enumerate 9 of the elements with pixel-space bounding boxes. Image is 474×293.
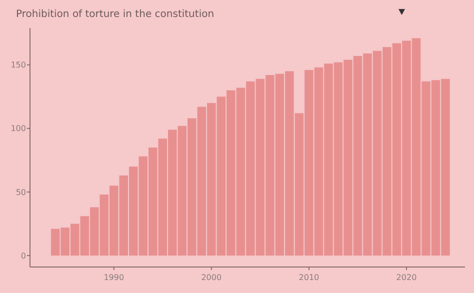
y-tick-label: 100: [10, 124, 26, 134]
x-tick-label: 2020: [396, 273, 417, 282]
x-tick-label: 2010: [298, 273, 320, 282]
y-tick-label: 0: [20, 251, 26, 260]
x-tick-label: 1990: [104, 273, 124, 282]
x-tick-label: 2000: [201, 273, 222, 282]
chart-title: Prohibition of torture in the constitution: [16, 9, 214, 20]
y-tick-label: 150: [10, 60, 26, 70]
y-tick-label: 50: [16, 188, 26, 197]
